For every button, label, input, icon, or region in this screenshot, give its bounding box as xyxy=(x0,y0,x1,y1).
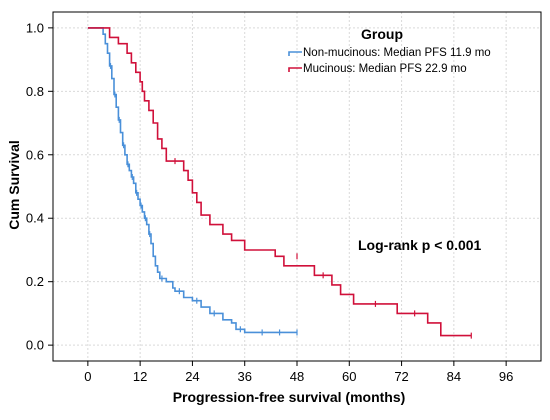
y-tick-label: 0.2 xyxy=(26,274,44,289)
y-tick-label: 1.0 xyxy=(26,20,44,35)
x-tick-label: 24 xyxy=(185,369,199,384)
series-layer xyxy=(87,27,472,339)
series-line-non-mucinous xyxy=(87,27,297,334)
x-tick-label: 12 xyxy=(133,369,147,384)
legend-swatch xyxy=(288,67,302,72)
legend-entry: Mucinous: Median PFS 22.9 mo xyxy=(303,63,467,75)
x-tick-label: 48 xyxy=(290,369,304,384)
legend: Group Non-mucinous: Median PFS 11.9 mo Mu… xyxy=(288,26,491,75)
x-axis-title: Progression-free survival (months) xyxy=(173,389,406,405)
x-tick-label: 72 xyxy=(394,369,408,384)
y-tick-label: 0.0 xyxy=(26,338,44,353)
y-tick-label: 0.4 xyxy=(26,211,44,226)
y-tick-label: 0.6 xyxy=(26,147,44,162)
legend-title: Group xyxy=(361,26,403,42)
series-line-mucinous xyxy=(87,27,472,337)
legend-swatch xyxy=(288,51,302,56)
x-tick-label: 96 xyxy=(499,369,513,384)
y-tick-label: 0.8 xyxy=(26,84,44,99)
logrank-annotation: Log-rank p < 0.001 xyxy=(358,237,482,253)
x-tick-label: 84 xyxy=(447,369,461,384)
x-tick-label: 36 xyxy=(237,369,251,384)
grid-layer xyxy=(53,12,541,361)
y-axis-title: Cum Survival xyxy=(6,140,22,229)
x-tick-label: 60 xyxy=(342,369,356,384)
x-tick-label: 0 xyxy=(84,369,91,384)
axes-layer: 0 12 24 36 48 60 72 84 96 0.0 0.2 0.4 0.6 0.8 1.0 xyxy=(26,11,542,384)
legend-entry: Non-mucinous: Median PFS 11.9 mo xyxy=(303,47,491,59)
